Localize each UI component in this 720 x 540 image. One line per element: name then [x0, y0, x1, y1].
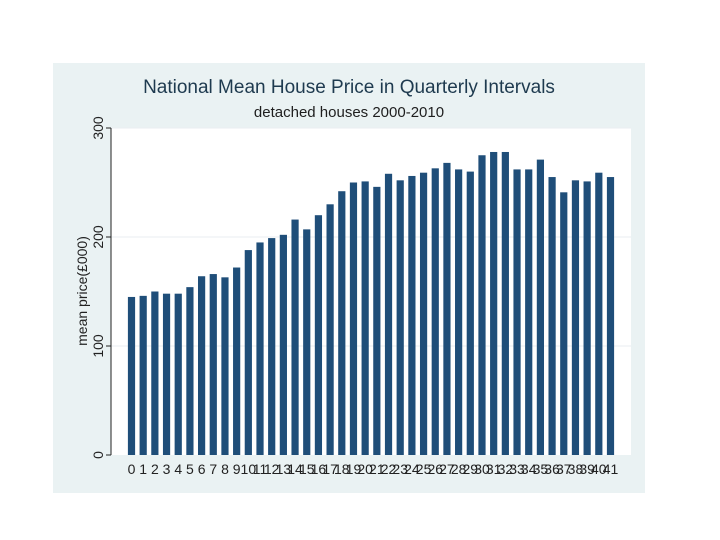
bar [478, 155, 486, 455]
x-tick-label: 21 [369, 461, 385, 477]
x-tick-label: 17 [322, 461, 338, 477]
bar [490, 151, 498, 455]
x-tick-label: 16 [311, 461, 327, 477]
bar [396, 180, 404, 455]
chart-title: National Mean House Price in Quarterly I… [143, 77, 555, 98]
bar [303, 229, 311, 455]
bar [197, 276, 206, 455]
bar [139, 295, 147, 455]
x-tick-label: 35 [533, 461, 549, 477]
bar [419, 172, 428, 455]
bar [221, 277, 229, 455]
x-tick-label: 18 [334, 461, 350, 477]
x-tick-label: 40 [591, 461, 607, 477]
x-tick-label: 29 [463, 461, 479, 477]
bar [162, 293, 171, 455]
chart-frame: National Mean House Price in Quarterly I… [53, 63, 645, 493]
y-tick-label: 200 [90, 225, 106, 249]
bar [268, 238, 276, 455]
bar [244, 250, 252, 455]
x-tick-label: 38 [568, 461, 584, 477]
x-tick-label: 10 [241, 461, 257, 477]
x-tick-label: 23 [392, 461, 408, 477]
x-tick-label: 15 [299, 461, 315, 477]
bar [373, 186, 381, 456]
x-tick-label: 1 [139, 461, 147, 477]
bar [571, 180, 580, 455]
bar [583, 181, 591, 455]
x-tick-label: 11 [253, 461, 268, 477]
x-tick-label: 25 [416, 461, 432, 477]
x-tick-label: 0 [128, 461, 136, 477]
x-tick-labels: 0 1 2 3 4 5 6 7 8 9 101112131415161718192021222324… [128, 461, 619, 477]
chart-subtitle: detached houses 2000-2010 [253, 104, 445, 121]
bar [209, 274, 217, 455]
y-ticks: 0 100 200 300 [90, 116, 111, 459]
bar [326, 204, 334, 455]
bar [233, 267, 241, 455]
bar [151, 291, 159, 455]
bar [606, 177, 615, 456]
bar [361, 181, 369, 455]
x-tick-label: 31 [486, 461, 502, 477]
x-tick-label: 9 [233, 461, 241, 477]
bar [525, 169, 533, 456]
bar [291, 219, 299, 455]
bar [186, 287, 194, 455]
bar [431, 168, 439, 455]
bar [455, 169, 463, 456]
bar [349, 182, 358, 455]
x-tick-label: 14 [287, 461, 303, 477]
bar [548, 177, 556, 456]
bar [466, 171, 474, 455]
bar [536, 159, 545, 456]
x-tick-label: 7 [209, 461, 217, 477]
bar [384, 173, 393, 455]
x-tick-label: 5 [186, 461, 194, 477]
x-tick-label: 41 [603, 461, 619, 477]
x-tick-label: 33 [509, 461, 525, 477]
x-tick-label: 27 [439, 461, 455, 477]
grid-lines [111, 127, 631, 347]
x-tick-label: 22 [381, 461, 397, 477]
x-tick-label: 26 [427, 461, 443, 477]
x-tick-label: 28 [451, 461, 467, 477]
bar [443, 162, 451, 455]
bar [314, 215, 323, 455]
bar [174, 293, 182, 455]
y-tick-label: 300 [90, 116, 106, 140]
x-tick-label: 3 [163, 461, 171, 477]
x-tick-label: 6 [198, 461, 206, 477]
y-tick-label: 100 [90, 334, 106, 358]
bar [560, 192, 568, 455]
x-tick-label: 8 [221, 461, 229, 477]
bars [127, 151, 615, 456]
bar [513, 169, 521, 456]
x-tick-label: 39 [579, 461, 595, 477]
x-tick-label: 13 [276, 461, 292, 477]
bar [279, 234, 287, 455]
bar [501, 151, 509, 455]
bar [595, 172, 603, 455]
x-tick-label: 30 [474, 461, 490, 477]
x-tick-label: 2 [151, 461, 159, 477]
x-tick-label: 36 [544, 461, 560, 477]
x-tick-label: 24 [404, 461, 420, 477]
y-tick-label: 0 [90, 451, 106, 459]
x-tick-label: 4 [174, 461, 182, 477]
plot-area [111, 128, 631, 455]
x-tick-label: 34 [521, 461, 537, 477]
bar [338, 191, 346, 455]
x-tick-label: 12 [264, 461, 280, 477]
x-tick-label: 19 [346, 461, 362, 477]
x-tick-label: 37 [556, 461, 572, 477]
bar [408, 175, 416, 455]
x-tick-label: 20 [357, 461, 373, 477]
y-axis-label: mean price(£000) [74, 236, 90, 346]
x-tick-label: 32 [498, 461, 514, 477]
bar [127, 296, 136, 455]
bar [256, 242, 264, 455]
